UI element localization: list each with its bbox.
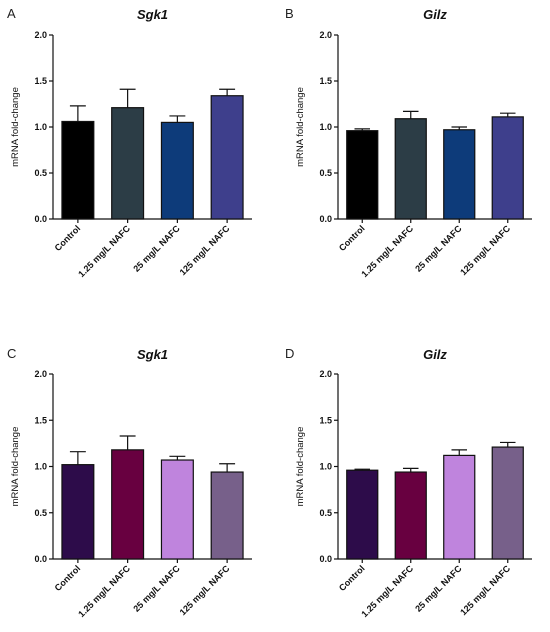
bar — [491, 446, 524, 560]
chart-panel-c: C Sgk1 mRNA fold-change 0.0 0.5 1.0 1.5 2.0 Cont… — [7, 346, 252, 619]
x-tick-label: 125 mg/L NAFC — [178, 223, 232, 277]
x-tick-label: 1.25 mg/L NAFC — [76, 563, 132, 619]
x-tick-label: 25 mg/L NAFC — [131, 223, 182, 274]
bar — [210, 471, 244, 560]
x-tick-label: 25 mg/L NAFC — [131, 563, 182, 614]
x-tick-label: 1.25 mg/L NAFC — [359, 563, 415, 619]
y-tick-label: 2.0 — [34, 30, 47, 40]
bar — [61, 464, 95, 560]
y-tick-label: 0.0 — [34, 214, 47, 224]
bar — [111, 449, 145, 560]
x-tick-label: Control — [337, 223, 367, 253]
chart-panel-d: D Gilz mRNA fold-change 0.0 0.5 1.0 1.5 2.0 Cont… — [285, 346, 532, 619]
y-tick-label: 0.0 — [319, 214, 332, 224]
y-tick-label: 1.5 — [34, 415, 47, 425]
bar — [443, 129, 476, 220]
y-tick-label: 1.0 — [319, 122, 332, 132]
x-tick-label: Control — [53, 223, 83, 253]
y-axis-label: mRNA fold-change — [295, 87, 306, 167]
y-tick-label: 1.5 — [34, 76, 47, 86]
bar — [394, 118, 427, 220]
bar — [491, 116, 524, 220]
x-tick-label: 25 mg/L NAFC — [413, 563, 464, 614]
chart-panel-b: B Gilz mRNA fold-change 0.0 0.5 1.0 1.5 2.0 Cont… — [285, 6, 532, 279]
chart-title: Sgk1 — [137, 7, 168, 22]
panel-letter: A — [7, 6, 16, 21]
y-tick-label: 0.0 — [319, 554, 332, 564]
x-tick-label: Control — [53, 563, 83, 593]
y-tick-label: 0.5 — [34, 168, 47, 178]
bar — [61, 120, 95, 220]
panel-letter: B — [285, 6, 294, 21]
bar — [394, 471, 427, 560]
x-tick-label: 125 mg/L NAFC — [178, 563, 232, 617]
y-tick-label: 1.0 — [34, 122, 47, 132]
x-tick-label: 25 mg/L NAFC — [413, 223, 464, 274]
y-tick-label: 0.5 — [319, 168, 332, 178]
y-tick-label: 2.0 — [319, 30, 332, 40]
chart-title: Sgk1 — [137, 347, 168, 362]
x-tick-label: 1.25 mg/L NAFC — [359, 223, 415, 279]
y-tick-label: 2.0 — [34, 369, 47, 379]
y-axis-label: mRNA fold-change — [10, 427, 21, 507]
x-tick-label: 125 mg/L NAFC — [458, 223, 512, 277]
y-axis-label: mRNA fold-change — [10, 87, 21, 167]
y-tick-label: 2.0 — [319, 369, 332, 379]
x-tick-label: Control — [337, 563, 367, 593]
y-axis-label: mRNA fold-change — [295, 427, 306, 507]
bar — [160, 459, 194, 560]
chart-title: Gilz — [423, 347, 447, 362]
x-tick-label: 125 mg/L NAFC — [458, 563, 512, 617]
y-tick-label: 1.0 — [34, 462, 47, 472]
y-tick-label: 1.0 — [319, 462, 332, 472]
y-tick-label: 1.5 — [319, 76, 332, 86]
panel-letter: C — [7, 346, 16, 361]
bar — [160, 121, 194, 220]
x-tick-label: 1.25 mg/L NAFC — [76, 223, 132, 279]
y-tick-label: 0.5 — [319, 508, 332, 518]
bar — [346, 130, 379, 220]
bar — [210, 95, 244, 220]
bar — [111, 107, 145, 220]
y-tick-label: 0.5 — [34, 508, 47, 518]
panel-letter: D — [285, 346, 294, 361]
y-tick-label: 0.0 — [34, 554, 47, 564]
bar — [346, 469, 379, 560]
y-tick-label: 1.5 — [319, 415, 332, 425]
chart-panel-a: A Sgk1 mRNA fold-change 0.0 0.5 1.0 1.5 2.0 Cont… — [7, 6, 252, 279]
chart-title: Gilz — [423, 7, 447, 22]
bar — [443, 454, 476, 560]
